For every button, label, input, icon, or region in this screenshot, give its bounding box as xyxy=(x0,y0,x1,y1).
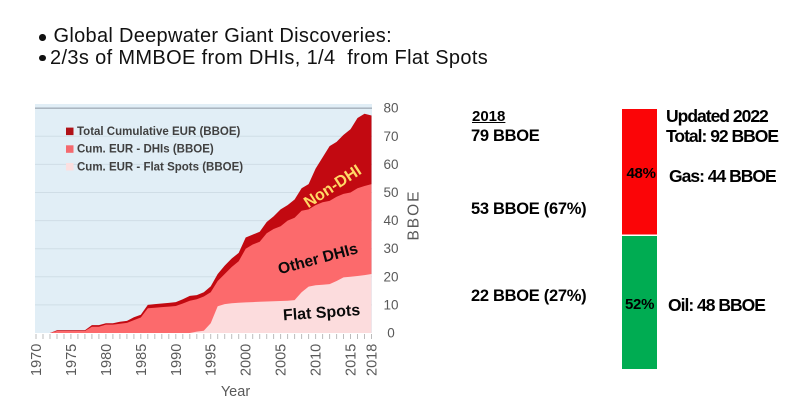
svg-text:20: 20 xyxy=(383,269,398,284)
svg-text:2000: 2000 xyxy=(239,344,255,376)
svg-text:Year: Year xyxy=(221,384,250,400)
svg-text:Total Cumulative EUR (BBOE): Total Cumulative EUR (BBOE) xyxy=(77,126,241,138)
svg-text:1995: 1995 xyxy=(204,344,220,376)
svg-text:70: 70 xyxy=(383,129,398,144)
svg-text:Cum. EUR - Flat Spots (BBOE): Cum. EUR - Flat Spots (BBOE) xyxy=(77,161,243,173)
svg-text:10: 10 xyxy=(383,297,398,312)
svg-text:BBOE: BBOE xyxy=(406,189,423,240)
svg-text:80: 80 xyxy=(383,101,398,116)
svg-text:2015: 2015 xyxy=(344,344,360,376)
svg-text:1970: 1970 xyxy=(29,344,45,376)
svg-text:1975: 1975 xyxy=(64,344,80,376)
svg-text:2018: 2018 xyxy=(365,344,381,376)
svg-text:2005: 2005 xyxy=(274,344,290,376)
svg-text:60: 60 xyxy=(383,157,398,172)
svg-text:Cum. EUR - DHIs (BBOE): Cum. EUR - DHIs (BBOE) xyxy=(77,144,214,156)
svg-text:0: 0 xyxy=(387,326,395,341)
svg-text:1980: 1980 xyxy=(99,344,115,376)
svg-text:Flat Spots: Flat Spots xyxy=(282,302,360,324)
svg-text:30: 30 xyxy=(383,241,398,256)
svg-text:1985: 1985 xyxy=(134,344,150,376)
svg-text:2010: 2010 xyxy=(309,344,325,376)
svg-text:50: 50 xyxy=(383,185,398,200)
svg-text:40: 40 xyxy=(383,213,398,228)
svg-text:1990: 1990 xyxy=(169,344,185,376)
